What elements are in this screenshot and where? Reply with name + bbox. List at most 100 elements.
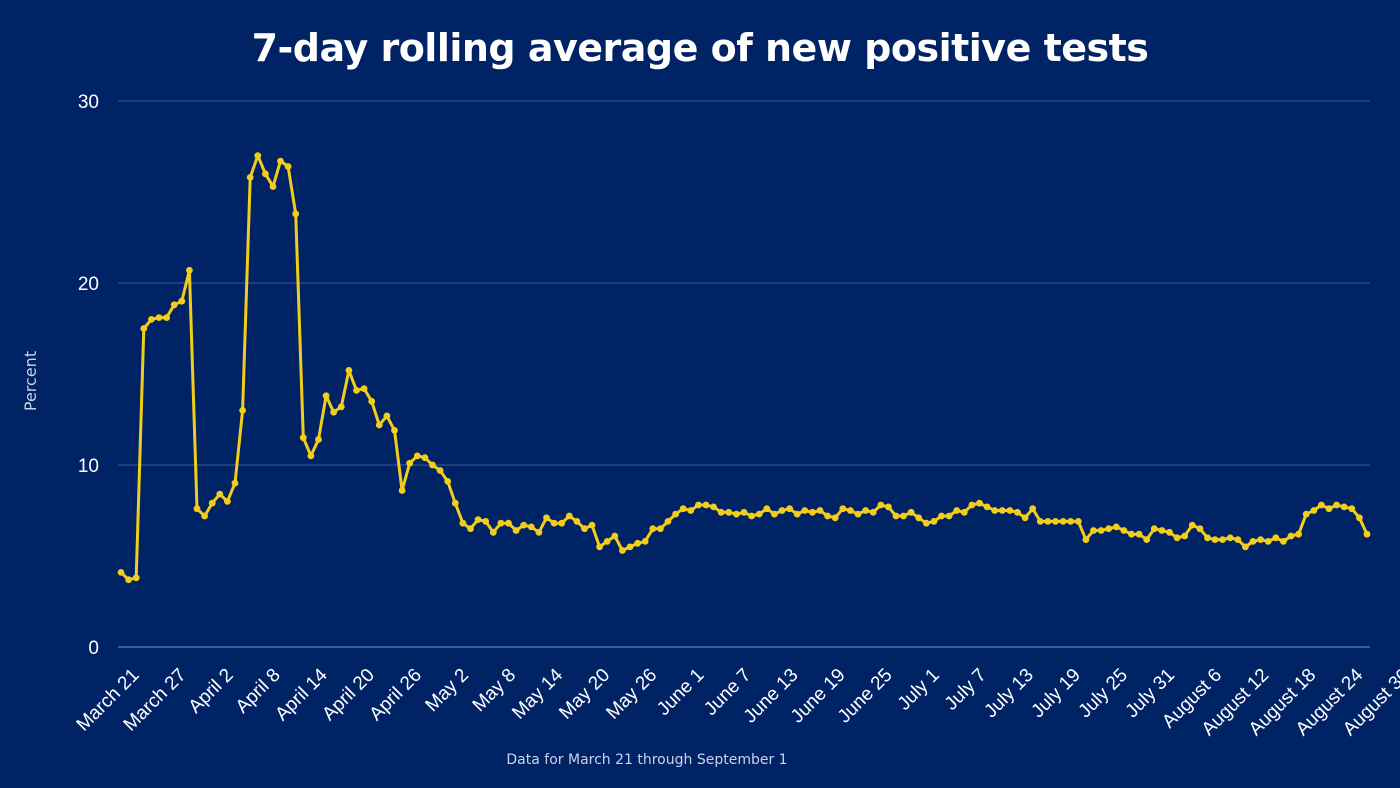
data-point <box>1310 507 1318 514</box>
data-point <box>231 479 239 487</box>
data-point <box>1166 528 1173 536</box>
data-point <box>186 266 193 274</box>
data-point <box>375 421 383 429</box>
data-point <box>1150 525 1158 533</box>
data-point <box>672 510 679 518</box>
data-point <box>360 385 368 392</box>
data-point <box>1211 536 1219 543</box>
data-point <box>337 403 345 411</box>
data-point <box>383 412 391 420</box>
data-point <box>1090 527 1097 534</box>
data-point <box>1021 514 1029 522</box>
data-point <box>1135 530 1143 538</box>
data-point <box>740 508 748 516</box>
data-point <box>839 505 847 513</box>
data-point <box>132 574 140 582</box>
data-point <box>262 170 269 178</box>
data-point <box>1363 530 1371 538</box>
data-point <box>489 528 497 536</box>
data-point <box>862 507 869 514</box>
gridlines <box>118 100 1370 648</box>
y-tick-label: 0 <box>88 638 99 659</box>
data-point <box>459 519 467 527</box>
data-point <box>748 512 755 520</box>
data-point <box>1128 530 1135 538</box>
x-tick-label: April 20 <box>318 665 378 725</box>
data-point <box>657 525 664 533</box>
y-axis-label: Percent <box>21 351 40 411</box>
data-point <box>368 397 376 405</box>
data-point <box>816 507 824 514</box>
data-point <box>224 498 231 505</box>
data-point <box>968 501 976 509</box>
data-point <box>1143 536 1151 543</box>
data-point <box>771 510 778 518</box>
data-point <box>406 459 414 467</box>
data-point <box>603 538 611 545</box>
data-point <box>269 183 277 190</box>
data-point <box>421 454 429 462</box>
data-point <box>1340 503 1348 511</box>
data-point <box>292 210 300 218</box>
data-point <box>1242 543 1249 551</box>
y-axis-label-group: Percent <box>21 351 40 411</box>
data-point <box>201 512 209 520</box>
data-point <box>1249 538 1257 545</box>
x-tick-label: May 20 <box>555 665 614 724</box>
data-point <box>543 514 550 522</box>
data-point <box>284 163 292 170</box>
data-point <box>482 518 490 525</box>
data-point <box>900 512 907 520</box>
data-point <box>763 505 771 513</box>
data-point <box>1120 527 1128 534</box>
data-point <box>1264 538 1272 545</box>
data-point <box>117 569 125 576</box>
data-point <box>391 427 398 434</box>
data-point <box>140 325 148 332</box>
data-point <box>983 503 991 511</box>
data-point <box>474 516 482 523</box>
data-point <box>155 314 163 321</box>
data-point <box>922 519 930 527</box>
series-group <box>117 152 1371 584</box>
data-point <box>1105 525 1113 533</box>
data-point <box>801 507 809 514</box>
data-point <box>1014 508 1021 516</box>
data-point <box>451 499 459 507</box>
data-point <box>208 499 216 507</box>
data-point <box>1067 518 1075 525</box>
data-point <box>148 316 155 323</box>
data-point <box>877 501 885 509</box>
x-tick-label: April 26 <box>366 665 426 725</box>
data-point <box>444 478 452 485</box>
data-point <box>998 507 1006 514</box>
x-tick-label: May 26 <box>602 665 661 724</box>
data-point <box>1287 532 1295 540</box>
y-axis-ticks: 0 10 20 30 <box>78 92 99 659</box>
data-point <box>520 521 528 529</box>
series-line <box>119 154 1369 582</box>
x-tick-label: July 19 <box>1028 665 1085 722</box>
data-point <box>246 174 254 181</box>
data-point <box>254 152 262 160</box>
data-point <box>1188 521 1196 529</box>
data-point <box>634 539 641 547</box>
data-point <box>353 387 360 394</box>
data-point <box>1112 523 1120 531</box>
data-point <box>649 525 657 533</box>
data-point <box>885 503 892 511</box>
x-tick-label: April 2 <box>185 665 238 718</box>
data-point <box>953 507 961 514</box>
data-point <box>976 499 983 507</box>
data-point <box>831 514 839 522</box>
data-point <box>550 519 558 527</box>
x-tick-label: May 2 <box>422 665 473 716</box>
data-point <box>960 508 968 516</box>
data-point <box>619 547 626 554</box>
data-point <box>847 507 854 514</box>
data-point <box>1082 536 1090 543</box>
data-point <box>793 510 801 518</box>
data-point <box>535 528 543 536</box>
data-point <box>467 525 474 533</box>
